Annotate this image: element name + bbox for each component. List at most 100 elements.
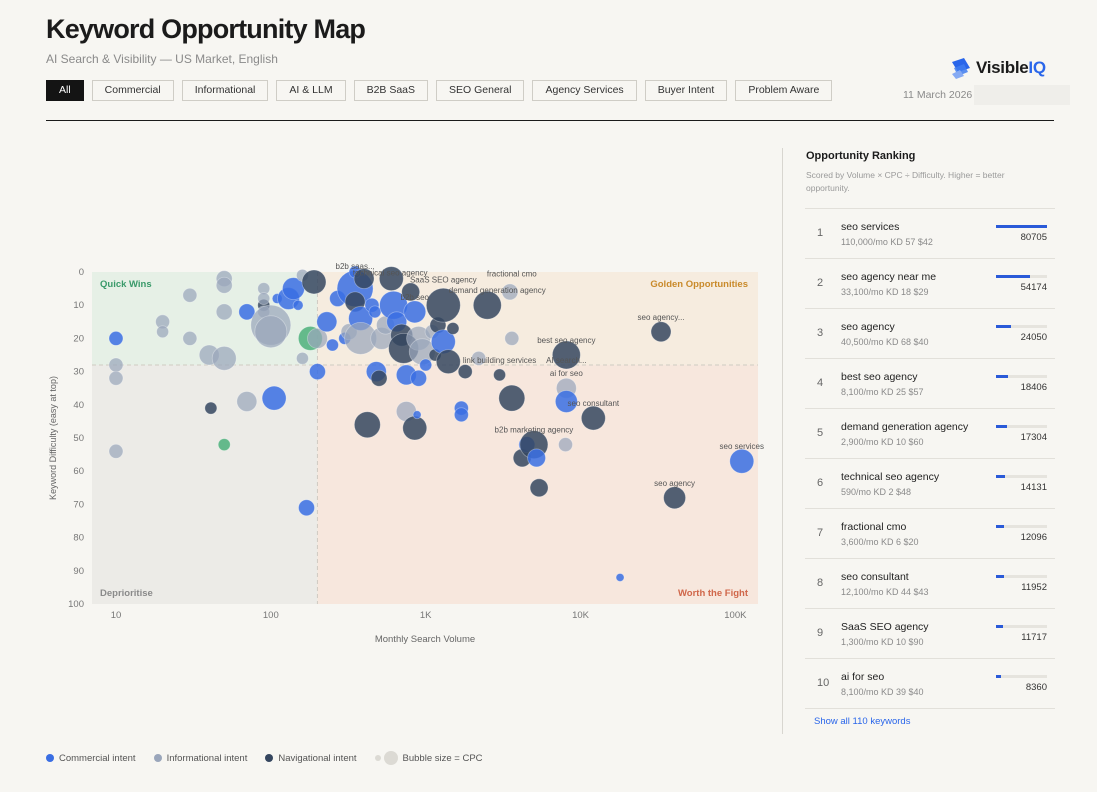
rank-score: 17304 — [1020, 432, 1047, 443]
filter-chip[interactable]: B2B SaaS — [353, 80, 429, 101]
rank-meta: 110,000/mo KD 57 $42 — [841, 237, 933, 247]
ranking-row[interactable]: 9 SaaS SEO agency 1,300/mo KD 10 $90 11717 — [805, 609, 1055, 659]
ranking-row[interactable]: 7 fractional cmo 3,600/mo KD 6 $20 12096 — [805, 509, 1055, 559]
brand-name: VisibleIQ — [976, 58, 1046, 77]
ranking-row[interactable]: 8 seo consultant 12,100/mo KD 44 $43 11952 — [805, 559, 1055, 609]
commercial-bubble — [419, 358, 433, 372]
navigational-bubble — [401, 282, 421, 302]
rank-meta: 8,100/mo KD 25 $57 — [841, 387, 924, 397]
navigational-bubble — [580, 405, 606, 431]
x-tick-label: 100K — [724, 610, 747, 621]
navigational-bubble — [650, 321, 672, 343]
ranking-subtitle: Scored by Volume × CPC ÷ Difficulty. Hig… — [806, 170, 1005, 193]
navigational-bubble — [435, 349, 461, 375]
rank-number: 4 — [817, 377, 824, 389]
informational-bubble — [296, 351, 309, 365]
rank-keyword: fractional cmo — [841, 521, 907, 533]
filter-chip[interactable]: Commercial — [91, 80, 174, 101]
rank-meta: 33,100/mo KD 18 $29 — [841, 287, 929, 297]
ranking-row[interactable]: 1 seo services 110,000/mo KD 57 $42 80705 — [805, 209, 1055, 259]
navigational-bubble — [204, 401, 218, 415]
informational-bubble — [215, 303, 233, 321]
annotation-label: AI search... — [546, 356, 586, 365]
filter-chip[interactable]: All — [46, 80, 84, 101]
brand-logo: VisibleIQ — [950, 56, 1046, 80]
rank-number: 10 — [817, 677, 830, 689]
annotation-label: b2b marketing agency — [495, 426, 574, 435]
ranking-row[interactable]: 10 ai for seo 8,100/mo KD 39 $40 8360 — [805, 659, 1055, 709]
navigational-bubble — [402, 415, 428, 441]
rank-meta: 12,100/mo KD 44 $43 — [841, 587, 929, 597]
filter-chip[interactable]: Agency Services — [532, 80, 637, 101]
rank-keyword: seo consultant — [841, 571, 909, 583]
informational-bubble — [501, 283, 519, 301]
y-tick-label: 10 — [73, 300, 84, 311]
annotation-label: fractional cmo — [487, 270, 537, 279]
commercial-bubble — [729, 448, 755, 474]
navigational-bubble — [446, 322, 460, 335]
rank-score: 8360 — [1025, 682, 1047, 693]
rank-keyword: best seo agency — [841, 371, 918, 383]
ranking-row[interactable]: 4 best seo agency 8,100/mo KD 25 $57 18406 — [805, 359, 1055, 409]
ranking-row[interactable]: 2 seo agency near me 33,100/mo KD 18 $29 54… — [805, 259, 1055, 309]
rank-score-bar — [996, 275, 1047, 278]
ranking-title: Opportunity Ranking — [806, 150, 916, 162]
rank-score: 11717 — [1021, 632, 1047, 643]
commercial-bubble — [108, 331, 124, 346]
navigational-bubble — [425, 287, 461, 323]
informational-bubble — [254, 315, 288, 349]
commercial-bubble — [368, 305, 382, 319]
annotation-label: demand generation agency — [449, 286, 546, 295]
legend-commercial: Commercial intent — [46, 753, 136, 764]
rank-meta: 40,500/mo KD 68 $40 — [841, 337, 929, 347]
commercial-bubble — [615, 573, 625, 582]
report-date: 11 March 2026 — [903, 85, 1071, 105]
filter-chip[interactable]: Problem Aware — [735, 80, 833, 101]
navigational-bubble — [551, 340, 581, 370]
legend-informational: Informational intent — [153, 753, 247, 764]
y-tick-label: 60 — [73, 466, 84, 477]
rank-keyword: technical seo agency — [841, 471, 940, 483]
annotation-label: seo agency... — [638, 313, 685, 322]
ranking-row[interactable]: 3 seo agency 40,500/mo KD 68 $40 24050 — [805, 309, 1055, 359]
annotation-label: technical seo agency — [353, 269, 428, 278]
filter-chip[interactable]: Buyer Intent — [644, 80, 728, 101]
rank-number: 3 — [817, 327, 824, 339]
rank-number: 2 — [817, 277, 824, 289]
y-tick-label: 50 — [73, 433, 84, 444]
ranking-row[interactable]: 5 demand generation agency 2,900/mo KD 10 … — [805, 409, 1055, 459]
rank-number: 8 — [817, 577, 824, 589]
commercial-bubble — [554, 390, 578, 413]
rank-keyword: seo agency near me — [841, 271, 937, 283]
rank-keyword: seo agency — [841, 321, 895, 333]
rank-score-bar — [996, 425, 1047, 428]
rank-keyword: demand generation agency — [841, 421, 969, 433]
navigational-bubble — [663, 486, 686, 510]
chart-legend: Commercial intent Informational intent N… — [46, 751, 501, 765]
ranking-row[interactable]: 6 technical seo agency 590/mo KD 2 $48 1413… — [805, 459, 1055, 509]
stacked-chevron-logo-icon — [952, 58, 970, 79]
redacted-box — [974, 85, 1071, 105]
informational-bubble — [558, 437, 573, 453]
y-tick-label: 20 — [73, 333, 84, 344]
annotation-label: best seo agency — [537, 336, 595, 345]
navigational-bubble — [457, 364, 473, 380]
navigational-bubble — [353, 268, 375, 290]
rank-number: 5 — [817, 427, 824, 439]
quadrant-label: Golden Opportunities — [650, 279, 748, 290]
informational-bubble — [182, 331, 198, 346]
highlight-bubble — [217, 438, 231, 452]
show-all-link[interactable]: Show all 110 keywords — [814, 716, 911, 727]
filter-bar: All Commercial Informational AI & LLM B2B Sa… — [46, 80, 833, 101]
filter-chip[interactable]: AI & LLM — [276, 80, 346, 101]
informational-bubble — [504, 331, 520, 346]
filter-chip[interactable]: SEO General — [436, 80, 525, 101]
y-tick-label: 70 — [73, 499, 84, 510]
legend-navigational: Navigational intent — [265, 753, 357, 764]
informational-bubble — [307, 328, 328, 349]
filter-chip[interactable]: Informational — [181, 80, 269, 101]
navigational-bubble — [472, 290, 502, 320]
informational-bubble — [108, 443, 124, 459]
rank-score: 14131 — [1020, 482, 1047, 493]
informational-bubble — [108, 370, 124, 386]
